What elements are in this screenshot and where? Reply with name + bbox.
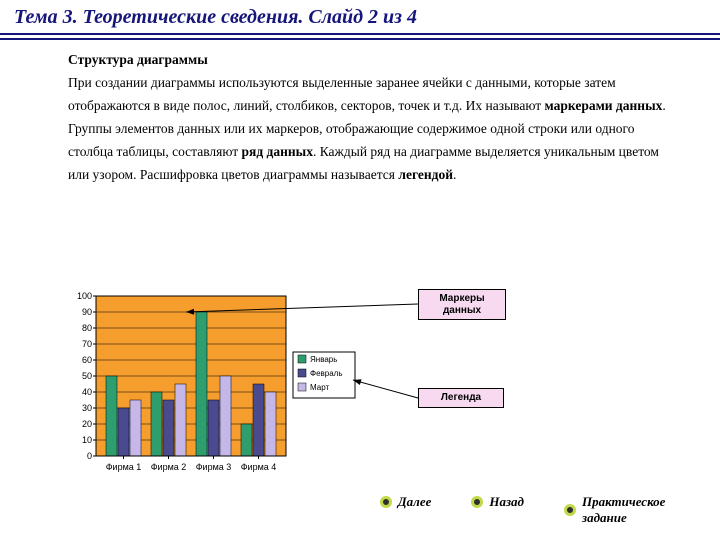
svg-text:20: 20 (82, 419, 92, 429)
svg-text:90: 90 (82, 307, 92, 317)
nav-task-label: Практическое задание (582, 494, 692, 526)
nav-back-label: Назад (489, 494, 524, 510)
subheading: Структура диаграммы (68, 49, 680, 72)
svg-text:Март: Март (310, 383, 329, 392)
nav-next-label: Далее (398, 494, 432, 510)
para-part-0: При создании диаграммы используются выде… (68, 75, 616, 113)
svg-text:Январь: Январь (310, 355, 337, 364)
nav-back[interactable]: Назад (471, 494, 524, 510)
callout-legend: Легенда (418, 388, 504, 408)
nav-next[interactable]: Далее (380, 494, 432, 510)
para-bold-2: ряд данных (242, 144, 313, 159)
svg-text:60: 60 (82, 355, 92, 365)
callout-markers: Маркеры данных (418, 289, 506, 320)
svg-text:40: 40 (82, 387, 92, 397)
svg-text:Фирма 1: Фирма 1 (106, 462, 142, 472)
svg-text:50: 50 (82, 371, 92, 381)
para-part-6: . (453, 167, 456, 182)
svg-text:Фирма 2: Фирма 2 (151, 462, 187, 472)
svg-text:70: 70 (82, 339, 92, 349)
svg-text:Фирма 4: Фирма 4 (241, 462, 277, 472)
para-bold-3: легендой (398, 167, 453, 182)
svg-text:80: 80 (82, 323, 92, 333)
svg-text:30: 30 (82, 403, 92, 413)
nav-task[interactable]: Практическое задание (564, 494, 692, 526)
para-bold-1: маркерами данных (545, 98, 663, 113)
svg-text:Февраль: Февраль (310, 369, 343, 378)
bullet-icon (564, 504, 576, 516)
page-title: Тема 3. Теоретические сведения. Слайд 2 … (0, 0, 720, 35)
svg-text:100: 100 (77, 291, 92, 301)
svg-text:Фирма 3: Фирма 3 (196, 462, 232, 472)
bullet-icon (380, 496, 392, 508)
svg-text:10: 10 (82, 435, 92, 445)
body-text: Структура диаграммы При создании диаграм… (0, 35, 720, 187)
nav-footer: Далее Назад Практическое задание (380, 494, 692, 526)
bullet-icon (471, 496, 483, 508)
svg-text:0: 0 (87, 451, 92, 461)
bar-chart: 0 10 20 30 40 50 60 70 80 90 100 Фирма 1 Фирма 2 Фирм… (68, 290, 368, 488)
